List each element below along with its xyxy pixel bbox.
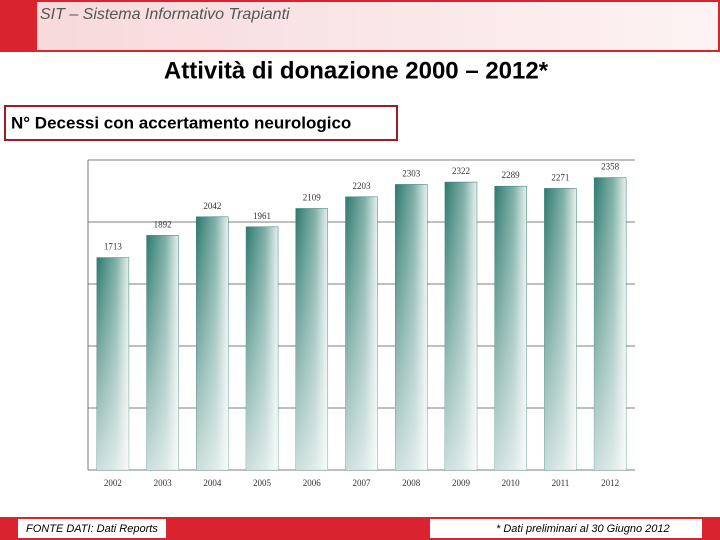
data-label: 1713	[104, 242, 123, 252]
data-label: 2042	[203, 201, 221, 211]
x-tick-label: 2002	[104, 478, 122, 488]
x-tick-label: 2009	[452, 478, 471, 488]
data-label: 2109	[303, 193, 322, 203]
banner-text: SIT – Sistema Informativo Trapianti	[40, 6, 290, 23]
subtitle-box	[4, 105, 398, 141]
chart-title: N° Decessi con accertamento neurologico	[11, 113, 351, 132]
bar-shade	[494, 186, 527, 470]
bar-shade	[196, 216, 229, 470]
banner	[0, 0, 720, 52]
x-tick-label: 2005	[253, 478, 272, 488]
bar-shade	[295, 208, 328, 470]
bar-shade	[146, 235, 179, 470]
footer-box	[18, 519, 166, 538]
x-tick-label: 2004	[203, 478, 222, 488]
data-label: 2271	[551, 172, 569, 182]
bar-shade	[395, 184, 428, 471]
data-label: 1961	[253, 211, 271, 221]
footer-note: * Dati preliminari al 30 Giugno 2012	[496, 523, 670, 535]
bar-shade	[444, 182, 477, 470]
bar-shade	[345, 196, 378, 470]
footer-box	[430, 519, 702, 538]
x-tick-label: 2006	[303, 478, 322, 488]
bar-shade	[246, 226, 279, 470]
footer-source: FONTE DATI: Dati Reports	[26, 523, 158, 535]
x-tick-label: 2003	[154, 478, 173, 488]
data-label: 2322	[452, 166, 470, 176]
slide-title: Attività di donazione 2000 – 2012*	[164, 57, 549, 84]
x-tick-label: 2008	[402, 478, 421, 488]
x-tick-label: 2010	[502, 478, 521, 488]
data-label: 2303	[402, 168, 421, 178]
bar-shade	[544, 188, 577, 470]
x-tick-label: 2011	[552, 478, 570, 488]
x-tick-label: 2007	[353, 478, 372, 488]
x-tick-label: 2012	[601, 478, 619, 488]
bar-shade	[594, 177, 627, 470]
banner-accent	[1, 1, 37, 51]
data-label: 1892	[154, 219, 172, 229]
data-label: 2358	[601, 162, 620, 172]
bar-shade	[96, 257, 129, 470]
data-label: 2289	[502, 170, 521, 180]
data-label: 2203	[353, 181, 372, 191]
